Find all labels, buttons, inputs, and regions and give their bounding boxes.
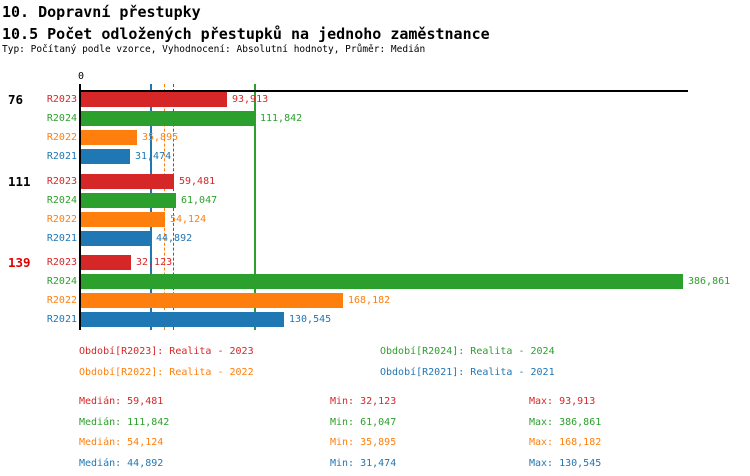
series-label-R2024: R2024 bbox=[46, 276, 77, 287]
series-label-R2022: R2022 bbox=[46, 213, 77, 225]
series-label-R2023: R2023 bbox=[46, 94, 77, 105]
bar-value-label: 31,474 bbox=[135, 151, 172, 162]
bar-value-label: 44,892 bbox=[156, 232, 193, 244]
chart-meta-line: Typ: Počítaný podle vzorce, Vyhodnocení:… bbox=[2, 44, 426, 55]
bar-R2023 bbox=[81, 255, 131, 270]
bar-value-label: 168,182 bbox=[348, 295, 391, 306]
bar-value-label: 35,895 bbox=[142, 132, 179, 143]
series-label-R2021: R2021 bbox=[46, 314, 77, 325]
bar-value-label: 61,047 bbox=[181, 194, 218, 206]
legend-item-R2023: Období[R2023]: Realita - 2023 bbox=[79, 346, 254, 357]
series-label-R2024: R2024 bbox=[46, 194, 77, 206]
bar-R2022 bbox=[81, 293, 343, 308]
series-label-R2024: R2024 bbox=[46, 113, 77, 124]
bar-R2021 bbox=[81, 312, 284, 327]
stat-median-R2022: Medián: 54,124 bbox=[79, 437, 164, 448]
stat-median-R2024: Medián: 111,842 bbox=[79, 417, 170, 428]
stat-median-R2023: Medián: 59,481 bbox=[79, 396, 164, 407]
series-label-R2022: R2022 bbox=[46, 132, 77, 143]
page-title: 10. Dopravní přestupky bbox=[2, 3, 201, 21]
chart-subtitle: 10.5 Počet odložených přestupků na jedno… bbox=[2, 25, 490, 43]
bar-R2021 bbox=[81, 149, 130, 164]
stat-max-R2024: Max: 386,861 bbox=[529, 417, 602, 428]
stat-min-R2023: Min: 32,123 bbox=[330, 396, 397, 407]
stat-min-R2021: Min: 31,474 bbox=[330, 458, 397, 469]
bar-R2024 bbox=[81, 192, 176, 208]
series-label-R2022: R2022 bbox=[46, 295, 77, 306]
bar-R2022 bbox=[81, 211, 165, 227]
group-label: 139 bbox=[8, 255, 31, 270]
series-label-R2023: R2023 bbox=[46, 257, 77, 268]
bar-R2024 bbox=[81, 111, 255, 126]
bar-value-label: 93,913 bbox=[232, 94, 269, 105]
bar-value-label: 111,842 bbox=[260, 113, 303, 124]
bar-value-label: 32,123 bbox=[136, 257, 173, 268]
group-label: 76 bbox=[8, 92, 24, 107]
bar-R2024 bbox=[81, 274, 683, 289]
stat-max-R2022: Max: 168,182 bbox=[529, 437, 602, 448]
y-axis-line bbox=[79, 84, 81, 330]
stat-min-R2022: Min: 35,895 bbox=[330, 437, 397, 448]
bar-value-label: 130,545 bbox=[289, 314, 332, 325]
series-label-R2021: R2021 bbox=[46, 151, 77, 162]
bar-value-label: 59,481 bbox=[179, 175, 216, 187]
stat-min-R2024: Min: 61,047 bbox=[330, 417, 397, 428]
legend-item-R2024: Období[R2024]: Realita - 2024 bbox=[380, 346, 555, 357]
bar-R2022 bbox=[81, 130, 137, 145]
legend-item-R2022: Období[R2022]: Realita - 2022 bbox=[79, 367, 254, 378]
group-label: 111 bbox=[8, 173, 31, 189]
bar-value-label: 386,861 bbox=[688, 276, 731, 287]
stat-max-R2021: Max: 130,545 bbox=[529, 458, 602, 469]
bar-R2023 bbox=[81, 173, 174, 189]
axis-zero-label: 0 bbox=[77, 71, 85, 82]
median-line-R2024 bbox=[254, 84, 257, 330]
stat-median-R2021: Medián: 44,892 bbox=[79, 458, 164, 469]
stat-max-R2023: Max: 93,913 bbox=[529, 396, 596, 407]
x-axis-line bbox=[79, 90, 688, 92]
bar-value-label: 54,124 bbox=[170, 213, 207, 225]
series-label-R2023: R2023 bbox=[46, 175, 77, 187]
bar-R2023 bbox=[81, 92, 227, 107]
legend-item-R2021: Období[R2021]: Realita - 2021 bbox=[380, 367, 555, 378]
bar-R2021 bbox=[81, 230, 151, 246]
series-label-R2021: R2021 bbox=[46, 232, 77, 244]
